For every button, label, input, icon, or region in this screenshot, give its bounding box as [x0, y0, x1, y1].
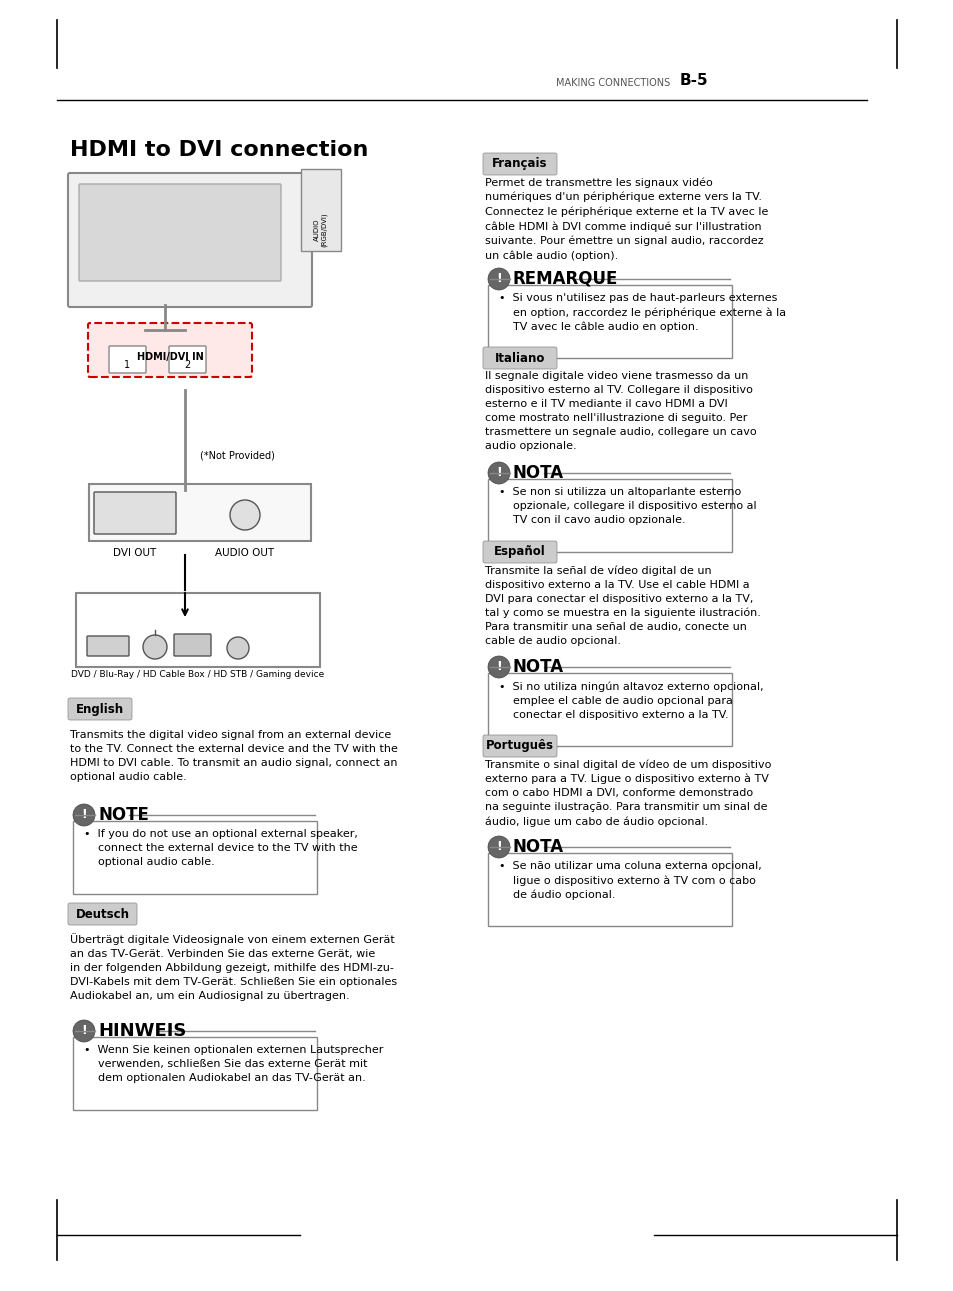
Circle shape [488, 656, 510, 678]
Text: !: ! [496, 466, 501, 479]
FancyBboxPatch shape [68, 902, 137, 924]
FancyBboxPatch shape [488, 479, 731, 553]
FancyBboxPatch shape [301, 169, 340, 250]
Circle shape [143, 635, 167, 658]
Text: DVI OUT: DVI OUT [113, 547, 156, 558]
Text: NOTA: NOTA [513, 658, 563, 676]
Circle shape [230, 500, 260, 531]
Text: NOTA: NOTA [513, 463, 563, 482]
Text: AUDIO OUT: AUDIO OUT [215, 547, 274, 558]
Text: Italiano: Italiano [495, 351, 544, 364]
FancyBboxPatch shape [109, 346, 146, 373]
Text: Français: Français [492, 158, 547, 170]
Text: Español: Español [494, 546, 545, 559]
Text: !: ! [81, 1025, 87, 1038]
FancyBboxPatch shape [68, 698, 132, 720]
Text: •  Si no utiliza ningún altavoz externo opcional,
    emplee el cable de audio o: • Si no utiliza ningún altavoz externo o… [498, 680, 762, 719]
FancyBboxPatch shape [87, 636, 129, 656]
Text: DVD / Blu-Ray / HD Cable Box / HD STB / Gaming device: DVD / Blu-Ray / HD Cable Box / HD STB / … [71, 670, 324, 679]
FancyBboxPatch shape [488, 673, 731, 746]
Text: Überträgt digitale Videosignale von einem externen Gerät
an das TV-Gerät. Verbin: Überträgt digitale Videosignale von eine… [70, 933, 396, 1001]
FancyBboxPatch shape [173, 634, 211, 656]
Text: •  Se não utilizar uma coluna externa opcional,
    ligue o dispositivo externo : • Se não utilizar uma coluna externa opc… [498, 861, 760, 901]
Text: •  Se non si utilizza un altoparlante esterno
    opzionale, collegare il dispos: • Se non si utilizza un altoparlante est… [498, 487, 756, 525]
FancyBboxPatch shape [89, 484, 311, 541]
Text: •  Wenn Sie keinen optionalen externen Lautsprecher
    verwenden, schließen Sie: • Wenn Sie keinen optionalen externen La… [84, 1044, 383, 1083]
FancyBboxPatch shape [482, 347, 557, 369]
Text: (*Not Provided): (*Not Provided) [200, 451, 274, 460]
Circle shape [488, 269, 510, 290]
FancyBboxPatch shape [488, 853, 731, 926]
Text: English: English [76, 702, 124, 715]
Text: !: ! [496, 840, 501, 853]
Text: !: ! [81, 808, 87, 821]
Text: HINWEIS: HINWEIS [98, 1022, 186, 1041]
Circle shape [73, 804, 95, 826]
Circle shape [73, 1020, 95, 1042]
FancyBboxPatch shape [169, 346, 206, 373]
Text: Português: Português [485, 740, 554, 753]
FancyBboxPatch shape [73, 1037, 316, 1110]
Text: 1: 1 [124, 360, 130, 371]
Text: HDMI/DVI IN: HDMI/DVI IN [136, 352, 203, 361]
FancyBboxPatch shape [488, 285, 731, 358]
Text: •  Si vous n'utilisez pas de haut-parleurs externes
    en option, raccordez le : • Si vous n'utilisez pas de haut-parleur… [498, 293, 785, 333]
Text: MAKING CONNECTIONS: MAKING CONNECTIONS [556, 77, 669, 88]
FancyBboxPatch shape [73, 821, 316, 893]
Text: Permet de transmettre les signaux vidéo
numériques d'un périphérique externe ver: Permet de transmettre les signaux vidéo … [484, 177, 767, 261]
Text: 2: 2 [184, 360, 190, 371]
Text: Transmite o sinal digital de vídeo de um dispositivo
externo para a TV. Ligue o : Transmite o sinal digital de vídeo de um… [484, 759, 771, 828]
Circle shape [227, 636, 249, 658]
FancyBboxPatch shape [482, 735, 557, 757]
Text: HDMI to DVI connection: HDMI to DVI connection [70, 139, 368, 160]
Circle shape [488, 837, 510, 859]
Text: !: ! [496, 661, 501, 674]
Text: •  If you do not use an optional external speaker,
    connect the external devi: • If you do not use an optional external… [84, 829, 357, 868]
Text: Deutsch: Deutsch [75, 908, 130, 920]
FancyBboxPatch shape [482, 541, 557, 563]
FancyBboxPatch shape [76, 593, 319, 667]
Text: NOTE: NOTE [98, 806, 149, 824]
Text: NOTA: NOTA [513, 838, 563, 856]
Text: Transmite la señal de vídeo digital de un
dispositivo externo a la TV. Use el ca: Transmite la señal de vídeo digital de u… [484, 565, 760, 647]
Text: !: ! [496, 272, 501, 285]
FancyBboxPatch shape [94, 492, 175, 534]
FancyBboxPatch shape [68, 173, 312, 307]
Text: B-5: B-5 [679, 74, 708, 88]
Text: Transmits the digital video signal from an external device
to the TV. Connect th: Transmits the digital video signal from … [70, 729, 397, 782]
Text: AUDIO
(RGB/DVI): AUDIO (RGB/DVI) [314, 212, 328, 247]
FancyBboxPatch shape [88, 323, 252, 377]
FancyBboxPatch shape [482, 154, 557, 176]
Circle shape [488, 462, 510, 484]
FancyBboxPatch shape [79, 185, 281, 281]
Text: Il segnale digitale video viene trasmesso da un
dispositivo esterno al TV. Colle: Il segnale digitale video viene trasmess… [484, 371, 756, 451]
Text: REMARQUE: REMARQUE [513, 270, 618, 288]
